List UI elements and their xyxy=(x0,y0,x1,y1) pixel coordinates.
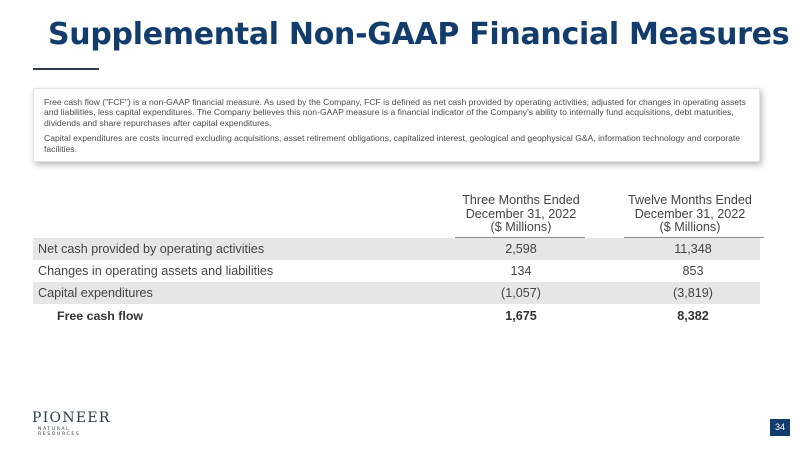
row-label: Capital expenditures xyxy=(38,286,153,300)
table-row: Capital expenditures (1,057) (3,819) xyxy=(33,282,760,304)
fcf-definition: Free cash flow ("FCF") is a non-GAAP fin… xyxy=(44,97,746,128)
row-value-three-months: 2,598 xyxy=(505,242,537,256)
page-title: Supplemental Non-GAAP Financial Measures xyxy=(48,17,790,52)
column-header-line: ($ Millions) xyxy=(659,220,721,234)
company-logo: PIONEER NATURAL RESOURCES xyxy=(32,410,112,437)
row-label: Net cash provided by operating activitie… xyxy=(38,242,265,256)
column-header-line: ($ Millions) xyxy=(490,220,552,234)
column-header-twelve-months: Twelve Months Ended December 31, 2022 ($… xyxy=(620,193,760,235)
column-header-three-months: Three Months Ended December 31, 2022 ($ … xyxy=(451,193,591,235)
column-header-line: Twelve Months Ended xyxy=(628,193,752,207)
row-value-twelve-months: (3,819) xyxy=(673,286,713,300)
row-label: Changes in operating assets and liabilit… xyxy=(38,264,274,278)
row-value-twelve-months: 11,348 xyxy=(674,242,712,256)
table-row: Net cash provided by operating activitie… xyxy=(33,238,760,260)
row-value-three-months: 1,675 xyxy=(505,309,537,323)
page-number-badge: 34 xyxy=(770,419,790,436)
column-header-rule xyxy=(624,237,764,238)
table-row-total: Free cash flow 1,675 8,382 xyxy=(33,305,760,327)
row-label: Free cash flow xyxy=(57,309,144,323)
row-value-twelve-months: 853 xyxy=(682,264,704,278)
logo-tagline: NATURAL RESOURCES xyxy=(38,427,81,437)
title-underline xyxy=(33,68,99,70)
logo-wordmark: PIONEER xyxy=(32,410,111,426)
column-header-line: December 31, 2022 xyxy=(634,206,746,221)
capex-definition: Capital expenditures are costs incurred … xyxy=(44,133,741,154)
row-value-three-months: (1,057) xyxy=(501,286,541,300)
definitions-box: Free cash flow ("FCF") is a non-GAAP fin… xyxy=(33,88,760,162)
row-value-twelve-months: 8,382 xyxy=(677,309,709,323)
column-header-rule xyxy=(455,237,585,238)
column-header-line: December 31, 2022 xyxy=(465,206,577,221)
column-header-line: Three Months Ended xyxy=(462,193,580,207)
row-value-three-months: 134 xyxy=(510,264,532,278)
table-row: Changes in operating assets and liabilit… xyxy=(33,260,760,282)
